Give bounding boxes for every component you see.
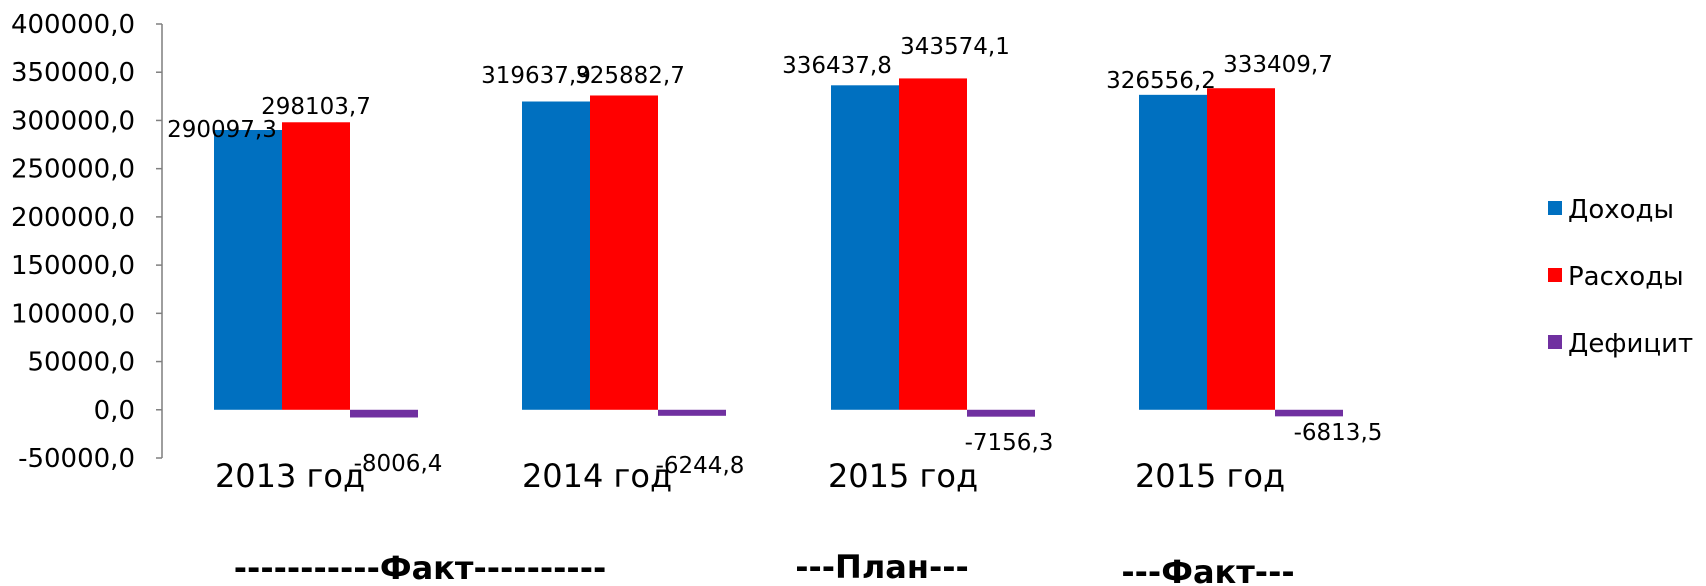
legend-swatch	[1548, 268, 1562, 282]
category-labels-layer: 2013 год 2014 год 2015 год 2015 год	[215, 457, 1285, 495]
period-label: ---Факт---	[1121, 553, 1294, 586]
y-tick-label: 350000,0	[11, 58, 135, 88]
legend-swatch	[1548, 335, 1562, 349]
data-label: -6244,8	[656, 453, 745, 479]
bar-expenses	[1207, 88, 1275, 410]
y-tick-label: 50000,0	[27, 348, 135, 378]
bar-income	[831, 85, 899, 410]
period-notes-layer: -----------Факт---------- ---План--- ---Фа…	[234, 548, 1295, 586]
data-label: -7156,3	[965, 430, 1054, 456]
y-tick-label: 150000,0	[11, 251, 135, 281]
category-label: 2014 год	[522, 457, 672, 495]
bars-layer	[214, 78, 1343, 418]
data-label: 326556,2	[1106, 68, 1216, 94]
bar-deficit	[658, 409, 726, 416]
legend-label: Доходы	[1568, 195, 1674, 225]
data-label: -8006,4	[354, 451, 443, 477]
data-label: 298103,7	[261, 94, 371, 120]
period-label: -----------Факт----------	[234, 549, 607, 586]
legend-swatch	[1548, 201, 1562, 215]
bar-income	[1139, 94, 1207, 410]
legend: Доходы Расходы Дефицит	[1548, 195, 1693, 359]
data-label: 290097,3	[167, 117, 277, 143]
data-label: 343574,1	[900, 34, 1010, 60]
bar-expenses	[590, 95, 658, 410]
data-label: 325882,7	[575, 63, 685, 89]
category-label: 2015 год	[828, 457, 978, 495]
data-label: 333409,7	[1223, 52, 1333, 78]
bar-expenses	[899, 78, 967, 410]
y-tick-label: 100000,0	[11, 299, 135, 329]
category-label: 2013 год	[215, 457, 365, 495]
bar-expenses	[282, 122, 350, 410]
legend-label: Расходы	[1568, 262, 1684, 292]
y-tick-label: 250000,0	[11, 155, 135, 185]
y-tick-label: 0,0	[94, 396, 135, 426]
data-label: -6813,5	[1294, 420, 1383, 446]
data-label: 336437,8	[782, 53, 892, 79]
y-tick-label: 200000,0	[11, 203, 135, 233]
bar-income	[214, 129, 282, 410]
bar-deficit	[350, 409, 418, 418]
bar-income	[522, 101, 590, 410]
data-label: 319637,9	[481, 63, 591, 89]
legend-label: Дефицит	[1568, 329, 1693, 359]
y-tick-label: -50000,0	[18, 444, 135, 474]
y-tick-label: 400000,0	[11, 10, 135, 40]
y-axis: 400000,0 350000,0 300000,0 250000,0 200000,0…	[11, 10, 163, 474]
bar-deficit	[1275, 409, 1343, 417]
period-label: ---План---	[795, 548, 969, 586]
category-label: 2015 год	[1135, 457, 1285, 495]
y-tick-label: 300000,0	[11, 106, 135, 136]
bar-deficit	[967, 409, 1035, 417]
